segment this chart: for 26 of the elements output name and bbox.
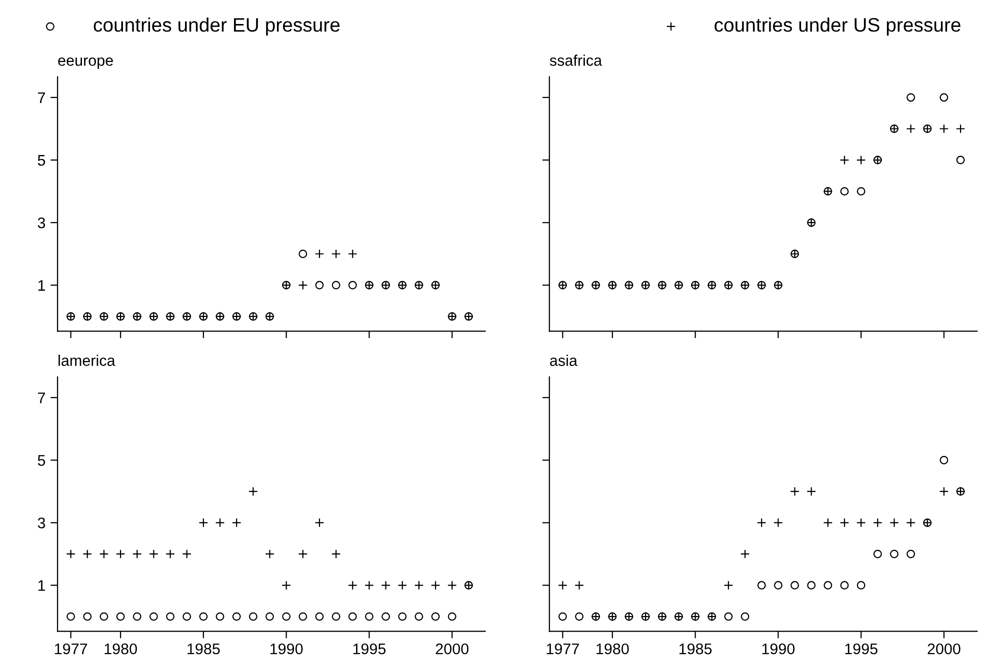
x-tick-label: 1977 — [54, 643, 88, 654]
chart-title: ssafrica — [550, 54, 602, 66]
x-tick-label: 1990 — [270, 643, 303, 654]
y-tick-label: 7 — [38, 92, 45, 104]
y-tick-label: 1 — [38, 280, 45, 291]
legend-label: countries under EU pressure — [94, 18, 340, 36]
x-tick-label: 1995 — [353, 643, 386, 654]
y-tick-label: 1 — [38, 580, 45, 591]
x-tick-label: 1977 — [546, 643, 579, 654]
x-tick-label: 1985 — [188, 643, 220, 654]
x-tick-label: 1995 — [845, 643, 878, 654]
y-tick-label: 3 — [38, 518, 46, 528]
x-tick-label: 1980 — [104, 643, 137, 654]
y-tick-label: 5 — [38, 155, 46, 166]
chart-title: asia — [550, 354, 578, 366]
x-tick-label: 1985 — [679, 643, 712, 654]
x-tick-label: 1980 — [596, 643, 629, 654]
y-tick-label: 7 — [38, 392, 45, 404]
x-tick-label: 1990 — [762, 643, 795, 654]
y-tick-label: 3 — [38, 217, 46, 228]
legend-label: countries under US pressure — [714, 18, 960, 36]
y-tick-label: 5 — [38, 455, 46, 466]
chart-title: eeurope — [58, 57, 113, 69]
x-tick-label: 2000 — [928, 643, 960, 654]
x-tick-label: 2000 — [436, 643, 468, 654]
chart-title: lamerica — [58, 354, 116, 366]
